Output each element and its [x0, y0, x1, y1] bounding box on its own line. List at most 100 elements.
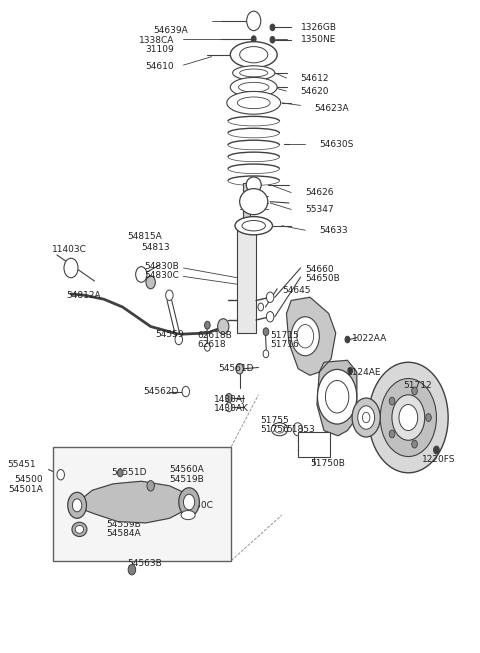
- Circle shape: [380, 379, 436, 456]
- Circle shape: [217, 319, 229, 334]
- Circle shape: [266, 292, 274, 302]
- Polygon shape: [287, 297, 336, 375]
- Circle shape: [179, 488, 199, 517]
- Text: 54501A: 54501A: [8, 485, 43, 494]
- Text: 1430AJ: 1430AJ: [214, 395, 246, 404]
- Text: 54561D: 54561D: [218, 364, 254, 373]
- Text: 1350NE: 1350NE: [300, 35, 336, 44]
- Text: 1338CA: 1338CA: [139, 36, 174, 45]
- Circle shape: [270, 24, 275, 31]
- Circle shape: [57, 470, 64, 480]
- Text: 51716: 51716: [270, 340, 299, 349]
- Circle shape: [68, 492, 86, 518]
- Ellipse shape: [181, 511, 195, 520]
- Circle shape: [252, 36, 256, 42]
- Text: 1326GB: 1326GB: [300, 23, 336, 32]
- Circle shape: [175, 334, 182, 345]
- Ellipse shape: [233, 66, 275, 80]
- Text: 1124AE: 1124AE: [348, 368, 382, 377]
- Circle shape: [348, 368, 353, 374]
- Text: 1430AK: 1430AK: [214, 404, 249, 413]
- Circle shape: [247, 11, 261, 31]
- Circle shape: [183, 494, 195, 510]
- Circle shape: [263, 350, 269, 358]
- Text: 51712: 51712: [404, 381, 432, 390]
- Circle shape: [204, 321, 210, 329]
- Ellipse shape: [235, 217, 273, 235]
- Text: 55451: 55451: [7, 460, 36, 469]
- Ellipse shape: [75, 526, 84, 534]
- Ellipse shape: [240, 189, 268, 215]
- Ellipse shape: [230, 78, 277, 97]
- Circle shape: [362, 412, 370, 422]
- Text: 54560A: 54560A: [169, 465, 204, 474]
- Circle shape: [166, 290, 173, 300]
- Text: 54639A: 54639A: [154, 26, 188, 35]
- Text: 54815A: 54815A: [127, 232, 162, 241]
- Text: 51853: 51853: [287, 424, 315, 434]
- Text: 54633: 54633: [319, 226, 348, 235]
- Circle shape: [182, 387, 190, 397]
- Ellipse shape: [239, 82, 269, 92]
- Text: 51756: 51756: [261, 424, 289, 434]
- Circle shape: [146, 276, 156, 289]
- Circle shape: [345, 336, 350, 343]
- Text: 54650B: 54650B: [305, 274, 340, 283]
- Circle shape: [64, 258, 78, 278]
- Polygon shape: [317, 360, 357, 436]
- Text: 54830B: 54830B: [144, 263, 179, 271]
- Circle shape: [263, 328, 269, 336]
- Circle shape: [433, 446, 439, 454]
- Text: 62618: 62618: [197, 340, 226, 349]
- Circle shape: [392, 395, 425, 440]
- Text: 54812A: 54812A: [66, 291, 101, 300]
- Circle shape: [352, 398, 380, 437]
- Text: 54551D: 54551D: [111, 468, 146, 477]
- Circle shape: [399, 404, 418, 430]
- Circle shape: [297, 325, 314, 348]
- Text: 54660: 54660: [305, 264, 334, 274]
- Circle shape: [389, 430, 395, 438]
- Text: 51750B: 51750B: [310, 458, 345, 468]
- Text: 54623A: 54623A: [314, 104, 349, 112]
- Circle shape: [147, 481, 155, 491]
- Text: 54645: 54645: [282, 285, 311, 295]
- Circle shape: [293, 422, 302, 436]
- Text: 54830C: 54830C: [144, 271, 179, 280]
- Text: 54562D: 54562D: [144, 387, 179, 396]
- Bar: [53, 447, 231, 560]
- Ellipse shape: [230, 42, 277, 68]
- Text: 51715: 51715: [270, 331, 299, 340]
- Circle shape: [389, 397, 395, 405]
- Text: 54626: 54626: [305, 188, 334, 197]
- Text: 54620: 54620: [300, 87, 329, 95]
- Text: 1022AA: 1022AA: [352, 334, 387, 343]
- Text: 62618B: 62618B: [197, 331, 232, 340]
- Text: 55347: 55347: [305, 205, 334, 214]
- Circle shape: [412, 387, 418, 395]
- Ellipse shape: [240, 46, 268, 63]
- Text: 31109: 31109: [145, 45, 174, 54]
- Circle shape: [325, 381, 349, 413]
- Circle shape: [266, 311, 274, 322]
- Circle shape: [317, 370, 357, 424]
- Text: 54530C: 54530C: [179, 502, 214, 511]
- Circle shape: [236, 364, 243, 374]
- Ellipse shape: [72, 522, 87, 537]
- Ellipse shape: [237, 97, 270, 108]
- Text: 54559B: 54559B: [106, 520, 141, 529]
- Circle shape: [412, 440, 418, 448]
- Circle shape: [226, 394, 232, 403]
- Circle shape: [426, 413, 432, 421]
- Text: 52755: 52755: [296, 444, 324, 453]
- Text: 52752: 52752: [296, 435, 324, 444]
- Circle shape: [258, 303, 264, 311]
- Circle shape: [291, 317, 319, 356]
- Text: 1220FS: 1220FS: [422, 454, 456, 464]
- Polygon shape: [78, 481, 191, 523]
- Text: 54813: 54813: [141, 243, 170, 251]
- Text: 54630S: 54630S: [319, 140, 354, 149]
- Circle shape: [369, 362, 448, 473]
- Circle shape: [72, 499, 82, 512]
- Ellipse shape: [271, 422, 288, 436]
